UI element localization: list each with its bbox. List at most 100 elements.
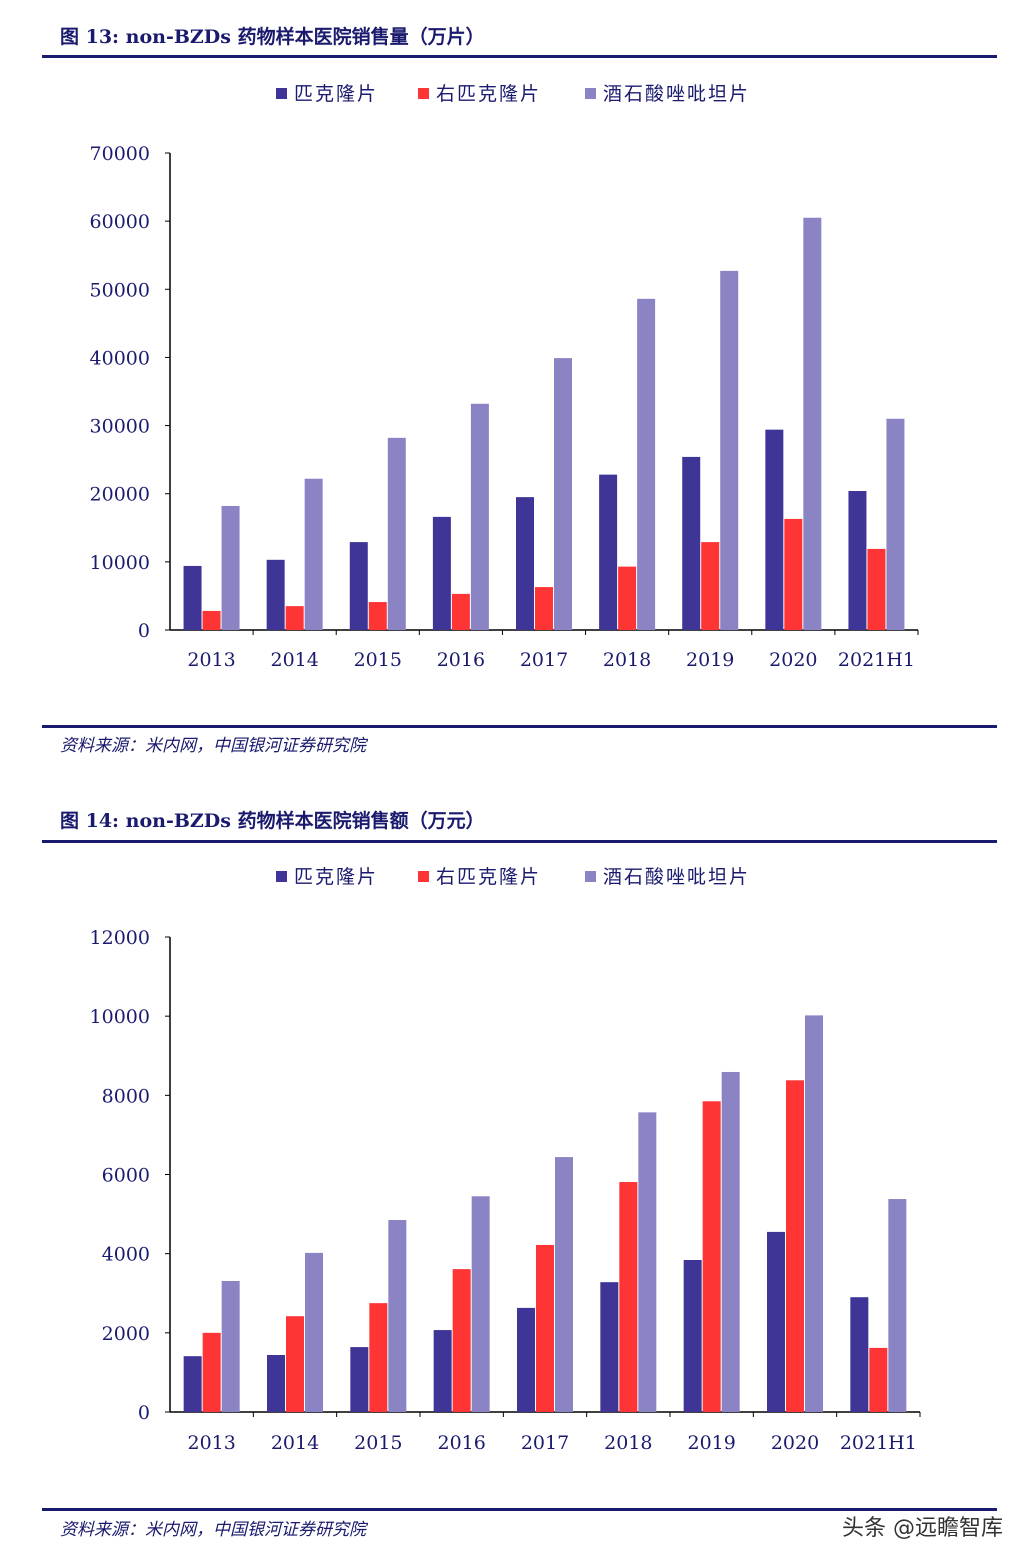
y-tick-label: 70000 (90, 143, 150, 165)
figure-14-source: 资料来源：米内网，中国银河证券研究院 (60, 1520, 366, 1540)
bar (619, 1182, 638, 1412)
y-tick-label: 10000 (90, 552, 150, 574)
x-tick-label: 2018 (603, 649, 651, 671)
x-tick-label: 2013 (187, 1432, 235, 1454)
bar (304, 478, 323, 630)
bar (555, 1157, 573, 1412)
x-tick-label: 2018 (604, 1432, 652, 1454)
x-tick-label: 2020 (771, 1432, 819, 1454)
bar (683, 1260, 702, 1412)
bar (387, 437, 406, 630)
y-tick-label: 30000 (90, 416, 150, 438)
sales-amount-chart: 匹克隆片 右匹克隆片 酒石酸唑吡坦片 0 2000 4000 6000 8000 10000 12… (90, 866, 921, 1454)
bar (618, 566, 637, 630)
title-rule (42, 55, 997, 58)
watermark: 头条 @远瞻智库 (842, 1516, 1003, 1541)
bar (637, 298, 656, 630)
figure-13-source: 资料来源：米内网，中国银河证券研究院 (60, 736, 366, 756)
title-rule (42, 840, 997, 843)
x-tick-label: 2021H1 (838, 649, 915, 671)
y-tick-label: 50000 (90, 279, 150, 301)
bar (368, 602, 387, 630)
y-tick-label: 6000 (102, 1165, 150, 1187)
bar (803, 217, 822, 630)
legend-swatch (418, 871, 429, 882)
y-tick-label: 4000 (102, 1244, 150, 1266)
bar (432, 516, 451, 630)
bar (701, 542, 720, 630)
bar (786, 1080, 804, 1412)
legend-label: 右匹克隆片 (436, 866, 541, 888)
legend-label: 匹克隆片 (294, 83, 378, 105)
y-tick-label: 8000 (102, 1085, 150, 1107)
x-tick-label: 2021H1 (840, 1432, 917, 1454)
bar (805, 1015, 823, 1412)
bar (638, 1112, 657, 1412)
y-tick-label: 12000 (90, 927, 150, 949)
bar (349, 542, 368, 630)
bar (516, 497, 534, 630)
bar (183, 1356, 202, 1412)
bar (784, 518, 803, 630)
bar (388, 1220, 407, 1412)
bar (470, 403, 489, 630)
y-tick-label: 20000 (90, 484, 150, 506)
bar (433, 1330, 452, 1412)
legend-label: 酒石酸唑吡坦片 (603, 866, 750, 888)
figure-13-title: 图 13: non-BZDs 药物样本医院销售量（万片） (60, 26, 485, 48)
bar (850, 1297, 869, 1412)
bar (517, 1307, 535, 1412)
x-tick-label: 2017 (521, 1432, 569, 1454)
bar (765, 429, 784, 630)
bar (888, 1199, 907, 1412)
y-tick-label: 60000 (90, 211, 150, 233)
bar (867, 548, 886, 630)
legend-swatch (276, 871, 287, 882)
x-tick-label: 2016 (437, 1432, 485, 1454)
bar (286, 1316, 304, 1412)
bar (202, 1332, 221, 1412)
y-tick-label: 10000 (90, 1006, 150, 1028)
x-tick-label: 2019 (687, 1432, 735, 1454)
x-tick-label: 2016 (437, 649, 485, 671)
legend-label: 匹克隆片 (294, 866, 378, 888)
legend-swatch (585, 871, 596, 882)
bar (554, 358, 572, 630)
x-tick-label: 2015 (354, 649, 402, 671)
bar (285, 606, 304, 630)
x-tick-label: 2013 (187, 649, 235, 671)
x-tick-label: 2014 (271, 1432, 319, 1454)
bar (369, 1303, 388, 1412)
x-tick-label: 2019 (686, 649, 734, 671)
bar (221, 1280, 240, 1412)
bar (767, 1231, 785, 1412)
bar (267, 1355, 285, 1412)
bar (869, 1347, 888, 1412)
legend-label: 酒石酸唑吡坦片 (603, 83, 750, 105)
y-tick-label: 2000 (102, 1323, 150, 1345)
legend-swatch (418, 88, 429, 99)
bar (183, 565, 202, 630)
y-tick-label: 0 (138, 1402, 150, 1424)
source-rule (42, 1508, 997, 1511)
bar (720, 270, 739, 630)
bar (721, 1071, 740, 1412)
x-tick-label: 2015 (354, 1432, 402, 1454)
x-tick-label: 2017 (520, 649, 568, 671)
bar (452, 1269, 471, 1412)
bar (600, 1282, 619, 1412)
bar (682, 456, 701, 630)
y-tick-label: 0 (138, 620, 150, 642)
x-tick-label: 2014 (270, 649, 318, 671)
bar (535, 587, 553, 630)
bar (848, 490, 867, 630)
bar (221, 505, 240, 630)
bar (350, 1347, 369, 1412)
bar (202, 610, 221, 630)
bar (266, 559, 285, 630)
figure-14-title: 图 14: non-BZDs 药物样本医院销售额（万元） (60, 810, 485, 832)
legend-swatch (585, 88, 596, 99)
sales-volume-chart: 匹克隆片 右匹克隆片 酒石酸唑吡坦片 0 10000 20000 30000 40000 500… (90, 83, 919, 671)
bar (471, 1196, 490, 1412)
